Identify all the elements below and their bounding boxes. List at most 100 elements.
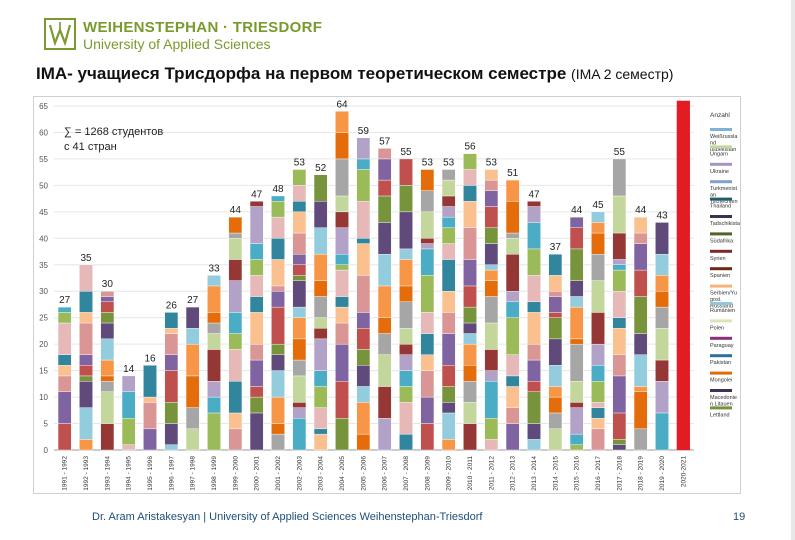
bar-segment — [271, 396, 285, 424]
bar-segment — [271, 238, 285, 260]
bar-segment — [228, 259, 243, 281]
y-tick-label: 25 — [39, 314, 48, 323]
x-tick-label: 2015 - 2016 — [574, 456, 581, 491]
bar-segment — [484, 227, 499, 244]
bar-segment — [313, 317, 328, 329]
bar-segment — [527, 423, 541, 440]
bar-segment — [527, 359, 541, 382]
page-number: 19 — [733, 511, 746, 523]
bar-total-label: 47 — [528, 189, 540, 200]
bar-segment — [484, 349, 499, 371]
bar-segment — [441, 195, 456, 207]
bar-segment — [527, 275, 541, 303]
bar-segment — [505, 232, 520, 239]
bar-segment — [377, 253, 392, 287]
bar-segment — [356, 328, 371, 350]
bar-segment — [249, 275, 264, 297]
x-tick-label: 1993 - 1994 — [104, 456, 111, 491]
x-tick-label: 2019 - 2020 — [659, 456, 666, 491]
bar-segment — [527, 301, 541, 313]
bar-segment — [377, 195, 392, 223]
bar-segment — [292, 418, 307, 451]
bar-segment — [399, 433, 413, 451]
bar-segment — [292, 317, 307, 340]
bar-segment — [463, 365, 477, 382]
bar-segment — [548, 412, 563, 430]
legend-label: usbekistan — [710, 147, 736, 153]
bar-segment — [143, 365, 157, 398]
bar-segment — [356, 312, 371, 329]
bar-segment — [399, 328, 413, 345]
y-tick-label: 60 — [39, 128, 48, 137]
bar-segment — [249, 312, 264, 345]
legend-title: Anzahl — [710, 112, 730, 119]
bar-segment — [228, 232, 243, 239]
legend-label: Turkmenist — [710, 186, 737, 192]
x-tick-label: 2000 - 2001 — [254, 456, 261, 491]
bar-total-label: 44 — [635, 205, 647, 216]
bar-segment — [100, 296, 115, 303]
bar-segment — [356, 349, 371, 366]
footer-credit: Dr. Aram Aristakesyan | University of Ap… — [92, 511, 483, 523]
bar-segment — [441, 169, 456, 181]
bar-segment — [484, 269, 499, 281]
bar-segment — [57, 312, 72, 324]
logo-subtitle: University of Applied Sciences — [83, 36, 271, 52]
bar-segment — [228, 428, 243, 451]
x-tick-label: 2009 - 2010 — [446, 456, 453, 491]
bar-segment — [548, 291, 563, 297]
bar-segment — [420, 211, 435, 239]
bar-segment — [249, 359, 264, 387]
bar-segment — [505, 423, 520, 451]
bar-segment — [377, 354, 392, 387]
bar-segment — [79, 439, 93, 451]
bar-segment — [548, 253, 563, 276]
legend-swatch — [710, 128, 732, 131]
bar-total-label: 44 — [571, 205, 583, 216]
bar-segment — [335, 264, 349, 271]
bar-total-label: 43 — [656, 210, 668, 221]
bar-segment — [441, 216, 456, 228]
bar-segment — [655, 381, 669, 414]
bar-segment — [420, 275, 435, 313]
bar-segment — [612, 412, 627, 440]
bar-segment — [399, 158, 413, 186]
bar-segment — [377, 317, 392, 334]
bar-segment — [335, 418, 349, 451]
bar-segment — [505, 386, 520, 408]
bar-segment — [441, 312, 456, 334]
bar-segment — [313, 201, 328, 228]
bar-segment — [441, 402, 456, 414]
bar-segment — [335, 227, 349, 255]
bar-segment — [143, 402, 157, 430]
bar-segment — [633, 269, 648, 297]
bar-segment — [441, 291, 456, 313]
bar-segment — [612, 259, 627, 265]
bar-segment — [463, 423, 477, 451]
bar-total-label: 47 — [251, 189, 263, 200]
bar-segment — [484, 322, 499, 350]
bar-segment — [292, 169, 307, 186]
chart-annotation: ∑ = 1268 студентов — [64, 126, 163, 138]
bar-segment — [121, 444, 136, 451]
bar-segment — [356, 169, 371, 202]
bar-segment — [591, 211, 605, 223]
bar-segment — [292, 280, 307, 308]
bar-segment — [79, 375, 93, 382]
bar-segment — [335, 158, 349, 197]
bar-segment — [591, 381, 605, 403]
bar-total-label: 66 — [678, 97, 690, 100]
bar-segment — [313, 296, 328, 318]
bar-segment — [463, 381, 477, 403]
x-tick-label: 2004 - 2005 — [339, 456, 346, 491]
bar-segment — [143, 428, 157, 451]
bar-segment — [335, 253, 349, 265]
bar-total-label: 55 — [400, 147, 412, 158]
bar-segment — [249, 206, 264, 244]
bar-segment — [57, 322, 72, 355]
x-tick-label: 1994 - 1995 — [126, 456, 133, 491]
bar-segment — [420, 423, 435, 451]
bar-total-label: 44 — [230, 205, 242, 216]
legend-label: Syrien — [710, 256, 726, 262]
bar-segment — [591, 402, 605, 408]
